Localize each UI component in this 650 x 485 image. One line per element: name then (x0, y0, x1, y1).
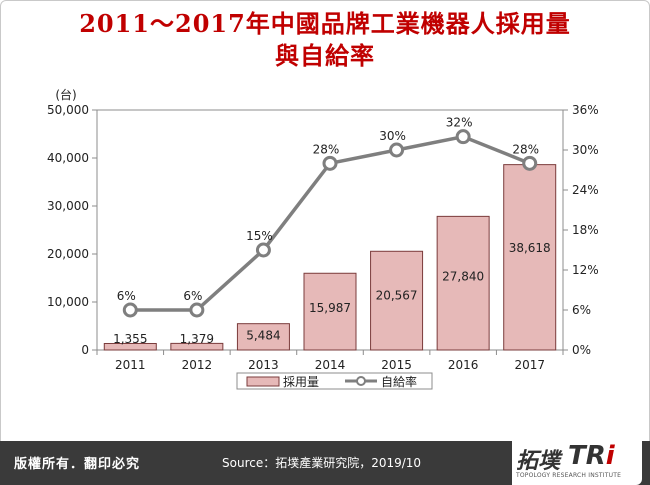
bar-data-label: 15,987 (309, 301, 351, 315)
logo-latin-text: TRi (568, 441, 615, 471)
y-right-tick-label: 18% (572, 223, 599, 237)
bar (303, 272, 357, 351)
x-tick-label: 2011 (115, 358, 146, 372)
y-right-tick-label: 24% (572, 183, 599, 197)
legend-line-marker (356, 376, 366, 386)
chart-title: 2011～2017年中國品牌工業機器人採用量 與自給率 (0, 8, 650, 72)
y-left-tick-label: 10,000 (47, 295, 89, 309)
chart-title-line-2: 與自給率 (275, 41, 375, 70)
copyright-notice: 版權所有．翻印必究 (14, 457, 141, 472)
bar (370, 250, 424, 351)
bar (436, 215, 490, 351)
line-point (455, 129, 471, 145)
line-data-label: 30% (379, 129, 406, 143)
line-data-label: 6% (117, 289, 136, 303)
line-data-label: 32% (446, 116, 473, 130)
legend-bar-label: 採用量 (283, 375, 319, 389)
bar (170, 342, 224, 351)
y-right-tick-label: 6% (572, 303, 591, 317)
combo-chart: 0 10,000 20,000 30,000 40,000 50,000(台) 0% 6% 12… (47, 87, 599, 390)
source-note: Source：拓墣產業研究院，2019/10 (222, 456, 422, 470)
legend-bar-swatch (246, 376, 280, 387)
y-left-tick-label: 50,000 (47, 103, 89, 117)
bar-data-label: 1,379 (180, 332, 214, 346)
x-tick-label: 2017 (514, 358, 545, 372)
bar-data-label: 5,484 (246, 329, 280, 343)
logo-latin-main: TR (568, 441, 606, 471)
x-tick-label: 2015 (381, 358, 412, 372)
line-data-label: 6% (183, 289, 202, 303)
line-point (189, 302, 205, 318)
line-data-label: 28% (313, 142, 340, 156)
tri-logo: 拓墣 TRi TOPOLOGY RESEARCH INSTITUTE (512, 441, 642, 485)
x-tick-label: 2013 (248, 358, 279, 372)
line-data-label: 15% (246, 229, 273, 243)
legend-line-label: 自給率 (381, 374, 417, 389)
y-right-tick-label: 0% (572, 343, 591, 357)
y-left-unit-label: (台) (55, 87, 76, 102)
y-left-tick-label: 0 (81, 343, 89, 357)
x-tick-label: 2014 (315, 358, 346, 372)
bar (103, 342, 157, 351)
y-right-tick-label: 36% (572, 103, 599, 117)
line-data-label: 28% (512, 142, 539, 156)
bar-data-label: 1,355 (113, 332, 147, 346)
line-point (389, 142, 405, 158)
logo-chinese-text: 拓墣 (516, 448, 561, 474)
y-right-tick-label: 30% (572, 143, 599, 157)
bar-data-label: 38,618 (509, 241, 551, 255)
line-point (255, 242, 271, 258)
legend-box (236, 372, 433, 390)
y-left-tick-label: 30,000 (47, 199, 89, 213)
line-point (122, 302, 138, 318)
x-tick-label: 2016 (448, 358, 479, 372)
y-left-tick-label: 20,000 (47, 247, 89, 261)
bar (503, 164, 557, 351)
y-left-tick-label: 40,000 (47, 151, 89, 165)
logo-subtitle: TOPOLOGY RESEARCH INSTITUTE (516, 472, 622, 479)
bar (236, 323, 290, 351)
bar-data-label: 27,840 (442, 270, 484, 284)
x-tick-label: 2012 (182, 358, 213, 372)
line-point (522, 155, 538, 171)
bar-data-label: 20,567 (376, 289, 418, 303)
y-right-tick-label: 12% (572, 263, 599, 277)
logo-latin-accent: i (605, 441, 615, 471)
plot-area: 0 10,000 20,000 30,000 40,000 50,000(台) 0% 6% 12… (47, 87, 599, 390)
chart-title-line-1: 2011～2017年中國品牌工業機器人採用量 (79, 9, 571, 38)
line-point (322, 155, 338, 171)
